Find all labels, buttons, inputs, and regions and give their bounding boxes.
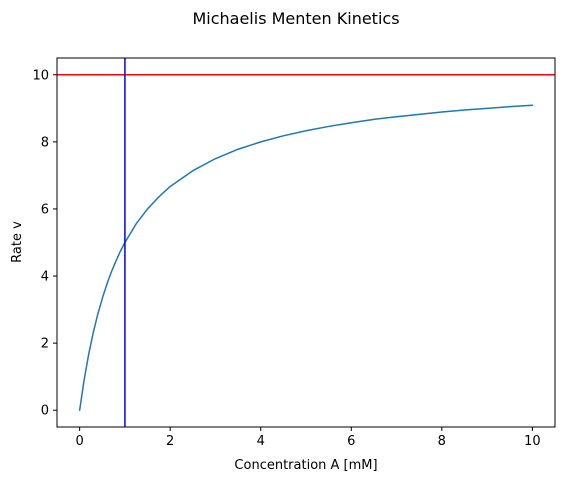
- x-tick-label: 6: [347, 434, 355, 449]
- y-tick-label: 10: [32, 68, 49, 83]
- y-tick-label: 2: [41, 337, 49, 352]
- x-tick-label: 10: [524, 434, 541, 449]
- y-axis-label: Rate v: [10, 221, 25, 263]
- series-line-0: [78, 104, 534, 411]
- plot-frame: [56, 57, 556, 428]
- y-tick-label: 4: [41, 270, 49, 285]
- x-tick-label: 8: [438, 434, 446, 449]
- x-axis-label: Concentration A [mM]: [234, 458, 377, 473]
- chart-title: Michaelis Menten Kinetics: [192, 9, 399, 28]
- x-tick-label: 4: [257, 434, 265, 449]
- y-tick-label: 0: [41, 404, 49, 419]
- x-tick-label: 2: [166, 434, 174, 449]
- y-tick-label: 8: [41, 135, 49, 150]
- x-tick-label: 0: [75, 434, 83, 449]
- y-tick-label: 6: [41, 202, 49, 217]
